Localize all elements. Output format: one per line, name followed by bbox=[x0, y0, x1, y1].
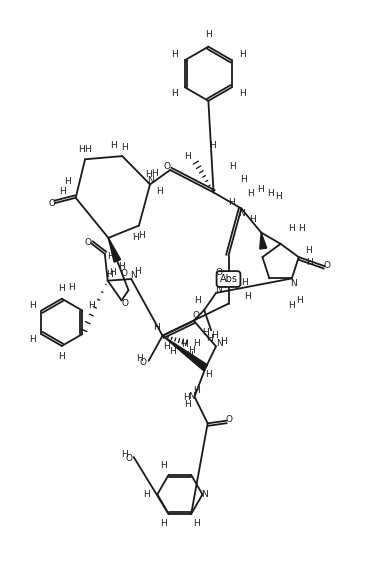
Text: O: O bbox=[48, 199, 55, 208]
Text: H: H bbox=[228, 198, 235, 206]
Text: O: O bbox=[216, 268, 223, 276]
Text: H: H bbox=[240, 175, 246, 183]
Text: H: H bbox=[183, 393, 190, 402]
Text: O: O bbox=[121, 299, 128, 308]
Text: H: H bbox=[257, 185, 264, 194]
Text: H: H bbox=[239, 49, 246, 59]
Text: H: H bbox=[184, 152, 191, 161]
Text: N: N bbox=[215, 285, 222, 294]
Text: H: H bbox=[296, 296, 303, 305]
Text: N: N bbox=[130, 271, 137, 280]
Text: H: H bbox=[153, 323, 160, 332]
Text: H: H bbox=[193, 386, 199, 395]
Text: H: H bbox=[160, 519, 167, 528]
Text: H: H bbox=[247, 189, 253, 198]
Text: H: H bbox=[305, 246, 312, 255]
Text: H: H bbox=[84, 145, 91, 154]
Text: H: H bbox=[171, 49, 178, 59]
Text: H: H bbox=[163, 342, 170, 351]
Text: H: H bbox=[188, 346, 194, 355]
Text: H: H bbox=[106, 270, 112, 279]
Text: H: H bbox=[151, 169, 158, 178]
Polygon shape bbox=[260, 232, 267, 249]
Text: H: H bbox=[169, 348, 176, 356]
Text: H: H bbox=[160, 461, 167, 470]
Text: H: H bbox=[88, 300, 95, 310]
Polygon shape bbox=[108, 238, 121, 262]
Text: H: H bbox=[193, 519, 200, 528]
Text: H: H bbox=[145, 171, 152, 179]
Text: H: H bbox=[288, 301, 295, 310]
Text: N: N bbox=[290, 279, 297, 288]
Text: O: O bbox=[324, 260, 331, 270]
Text: H: H bbox=[58, 283, 65, 292]
Text: H: H bbox=[64, 177, 71, 186]
Text: Abs: Abs bbox=[220, 274, 238, 284]
Text: H: H bbox=[171, 89, 178, 98]
Text: H: H bbox=[267, 189, 274, 198]
Text: H: H bbox=[229, 162, 236, 171]
Text: H: H bbox=[249, 215, 256, 223]
Text: H: H bbox=[121, 450, 128, 459]
Text: H: H bbox=[136, 354, 142, 363]
Text: N: N bbox=[188, 392, 194, 401]
Text: H: H bbox=[239, 89, 246, 98]
Text: O: O bbox=[226, 415, 233, 423]
Text: H: H bbox=[110, 268, 116, 277]
Text: H: H bbox=[134, 267, 141, 276]
Text: H: H bbox=[202, 328, 209, 337]
Text: H: H bbox=[206, 335, 212, 343]
Text: O: O bbox=[140, 358, 147, 367]
Text: N: N bbox=[216, 339, 223, 348]
Text: H: H bbox=[156, 187, 162, 196]
Text: H: H bbox=[132, 233, 139, 242]
Text: H: H bbox=[205, 370, 212, 379]
Text: H: H bbox=[211, 331, 218, 340]
Text: H: H bbox=[181, 340, 188, 349]
Text: H: H bbox=[241, 278, 248, 287]
Text: N: N bbox=[147, 176, 154, 185]
Text: H: H bbox=[78, 145, 85, 154]
Text: H: H bbox=[118, 262, 125, 270]
Text: H: H bbox=[298, 224, 305, 233]
Text: H: H bbox=[58, 352, 65, 361]
Text: H: H bbox=[143, 490, 150, 499]
Text: H: H bbox=[194, 296, 201, 305]
Text: O: O bbox=[126, 454, 133, 463]
Text: O: O bbox=[84, 238, 91, 246]
Text: H: H bbox=[193, 339, 199, 348]
Text: H: H bbox=[275, 192, 282, 201]
Text: O: O bbox=[193, 312, 199, 320]
Text: H: H bbox=[306, 259, 313, 268]
Text: H: H bbox=[29, 300, 36, 310]
Text: O: O bbox=[120, 269, 127, 278]
Text: H: H bbox=[205, 30, 212, 39]
Text: H: H bbox=[220, 336, 227, 346]
Text: H: H bbox=[121, 142, 128, 152]
Text: H: H bbox=[29, 335, 36, 344]
Text: H: H bbox=[138, 230, 145, 240]
Text: H: H bbox=[219, 281, 226, 290]
Text: N: N bbox=[201, 490, 208, 499]
Text: H: H bbox=[107, 252, 114, 261]
Polygon shape bbox=[162, 336, 208, 370]
Text: H: H bbox=[110, 142, 117, 151]
Text: O: O bbox=[163, 162, 170, 171]
Text: H: H bbox=[288, 224, 295, 233]
Text: H: H bbox=[59, 187, 66, 196]
Text: H: H bbox=[209, 141, 216, 150]
Text: N: N bbox=[238, 209, 245, 218]
Text: H: H bbox=[68, 283, 74, 292]
Text: H: H bbox=[184, 400, 191, 409]
Text: H: H bbox=[186, 351, 193, 360]
Text: H: H bbox=[244, 292, 251, 301]
